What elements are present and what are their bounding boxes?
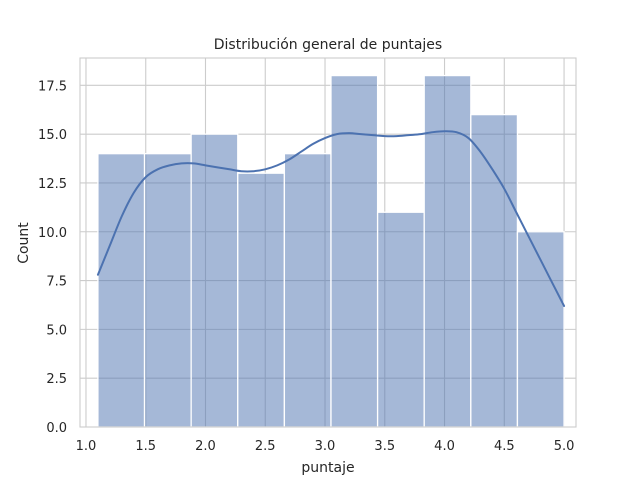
y-tick-label: 5.0 bbox=[46, 323, 67, 338]
y-tick-label: 17.5 bbox=[38, 79, 67, 94]
histogram-bar bbox=[237, 172, 286, 428]
histogram-bar bbox=[143, 153, 192, 428]
histogram-bar bbox=[423, 74, 472, 428]
x-tick-label: 4.5 bbox=[494, 439, 515, 454]
y-tick-label: 15.0 bbox=[38, 128, 67, 143]
kde-curve bbox=[96, 130, 566, 307]
x-tick-label: 4.0 bbox=[434, 439, 455, 454]
y-tick-labels: 0.0 2.5 5.0 7.5 10.0 12.5 15.0 17.5 bbox=[38, 79, 67, 436]
x-tick-label: 5.0 bbox=[554, 439, 575, 454]
y-tick-label: 10.0 bbox=[38, 226, 67, 241]
y-tick-label: 7.5 bbox=[46, 275, 67, 290]
x-tick-label: 1.5 bbox=[135, 439, 156, 454]
chart-title: Distribución general de puntajes bbox=[214, 37, 442, 53]
x-tick-label: 2.0 bbox=[195, 439, 216, 454]
x-tick-label: 3.5 bbox=[374, 439, 395, 454]
histogram-bar bbox=[97, 153, 146, 428]
y-tick-label: 12.5 bbox=[38, 177, 67, 192]
x-axis-label: puntaje bbox=[301, 460, 354, 476]
histogram-bar bbox=[330, 74, 379, 428]
x-tick-label: 3.0 bbox=[315, 439, 336, 454]
plot-frame bbox=[79, 57, 577, 428]
histogram-bar bbox=[190, 133, 239, 428]
x-tick-labels: 1.0 1.5 2.0 2.5 3.0 3.5 4.0 4.5 5.0 bbox=[76, 439, 575, 454]
histogram-bar bbox=[283, 153, 332, 428]
kde-curve-layer bbox=[96, 130, 566, 307]
histogram-bars bbox=[97, 74, 565, 428]
x-tick-label: 1.0 bbox=[76, 439, 97, 454]
y-tick-label: 2.5 bbox=[46, 372, 67, 387]
x-tick-label: 2.5 bbox=[255, 439, 276, 454]
histogram-bar bbox=[470, 113, 519, 428]
histogram-bar bbox=[376, 211, 425, 428]
y-axis-label: Count bbox=[16, 222, 32, 264]
histogram-bar bbox=[516, 231, 565, 428]
y-tick-label: 0.0 bbox=[46, 421, 67, 436]
